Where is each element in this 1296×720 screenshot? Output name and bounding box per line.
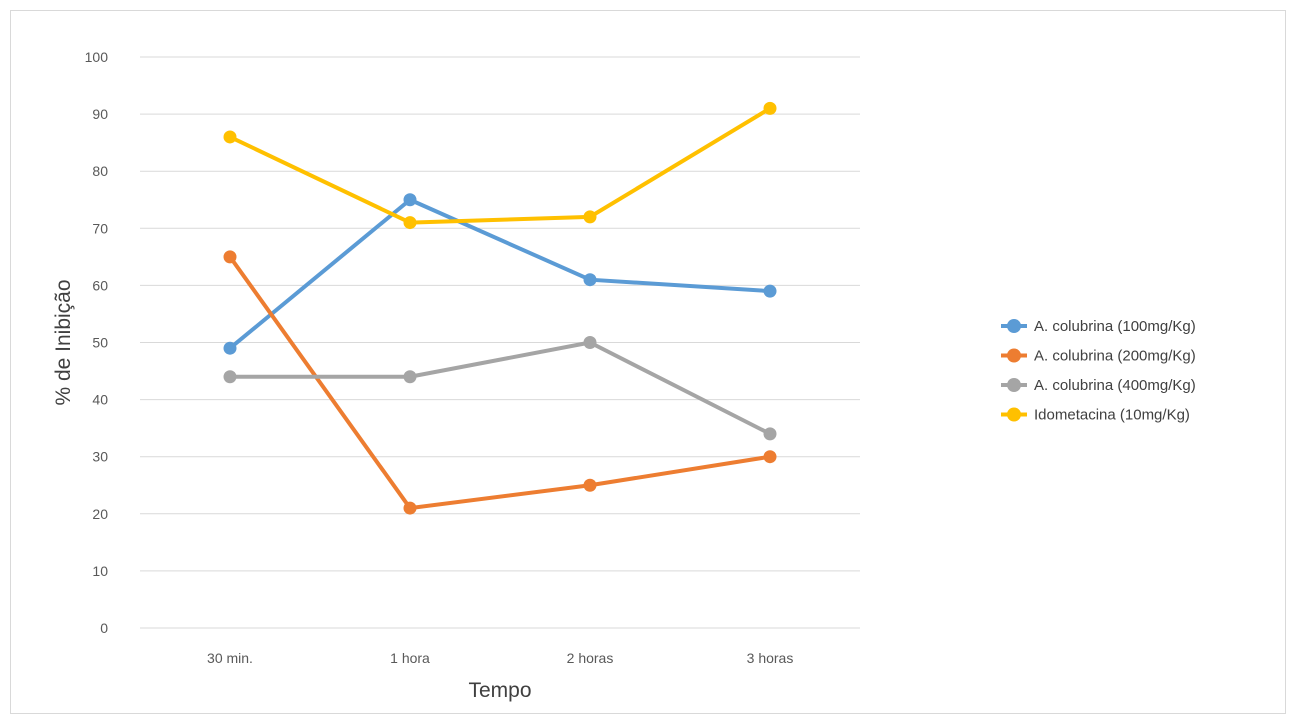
legend-item: A. colubrina (100mg/Kg): [1001, 318, 1196, 335]
x-tick-label: 1 hora: [390, 650, 430, 666]
data-point: [223, 370, 237, 384]
y-tick-label: 10: [92, 563, 108, 579]
x-tick-label: 30 min.: [207, 650, 253, 666]
legend-item: A. colubrina (200mg/Kg): [1001, 348, 1196, 365]
data-point: [763, 450, 777, 464]
data-point: [223, 130, 237, 144]
legend-swatch-marker: [1007, 348, 1021, 363]
x-axis-title: Tempo: [468, 679, 531, 702]
series-2: [223, 250, 777, 515]
legend-item: Idometacina (10mg/Kg): [1001, 407, 1190, 424]
legend-swatch-marker: [1007, 319, 1021, 333]
legend-swatch-marker: [1007, 378, 1021, 392]
y-tick-label: 60: [92, 277, 108, 293]
legend-label: A. colubrina (400mg/Kg): [1034, 377, 1196, 394]
x-axis-tick-labels: 30 min. 1 hora 2 horas 3 horas: [207, 650, 793, 666]
data-point: [403, 193, 417, 207]
series-3: [223, 336, 777, 441]
data-point: [223, 250, 237, 264]
series-1: [223, 193, 777, 355]
legend-swatch-marker: [1007, 407, 1021, 422]
data-point: [583, 478, 597, 492]
y-tick-label: 90: [92, 106, 108, 122]
data-point: [763, 427, 777, 441]
series-line: [228, 254, 772, 511]
series-line: [228, 340, 772, 436]
y-tick-label: 20: [92, 506, 108, 522]
series-4: [223, 101, 777, 230]
y-tick-label: 70: [92, 220, 108, 236]
legend-label: A. colubrina (200mg/Kg): [1034, 348, 1196, 365]
y-tick-label: 0: [100, 620, 108, 636]
y-axis-title: % de Inibição: [52, 279, 75, 405]
data-point: [403, 216, 417, 230]
data-point: [583, 273, 597, 287]
x-tick-label: 2 horas: [567, 650, 614, 666]
chart-frame: [10, 10, 1286, 714]
legend: A. colubrina (100mg/Kg) A. colubrina (200…: [1001, 318, 1196, 424]
y-tick-label: 50: [92, 335, 108, 351]
series-line: [228, 197, 772, 351]
y-tick-label: 30: [92, 449, 108, 465]
legend-label: A. colubrina (100mg/Kg): [1034, 318, 1196, 335]
data-point: [763, 284, 777, 298]
y-tick-label: 40: [92, 392, 108, 408]
data-point: [583, 336, 597, 349]
y-tick-label: 80: [92, 163, 108, 179]
legend-label: Idometacina (10mg/Kg): [1034, 407, 1190, 424]
gridlines: [140, 56, 860, 629]
y-tick-label: 100: [85, 49, 109, 65]
data-point: [223, 341, 237, 355]
data-point: [583, 210, 597, 224]
series-line: [228, 106, 772, 225]
x-tick-label: 3 horas: [747, 650, 794, 666]
data-point: [403, 501, 417, 515]
legend-item: A. colubrina (400mg/Kg): [1001, 377, 1196, 394]
data-point: [403, 370, 417, 384]
series-group: [223, 101, 777, 515]
y-axis-tick-labels: 0 10 20 30 40 50 60 70 80 90 100: [85, 49, 109, 636]
data-point: [763, 101, 777, 115]
